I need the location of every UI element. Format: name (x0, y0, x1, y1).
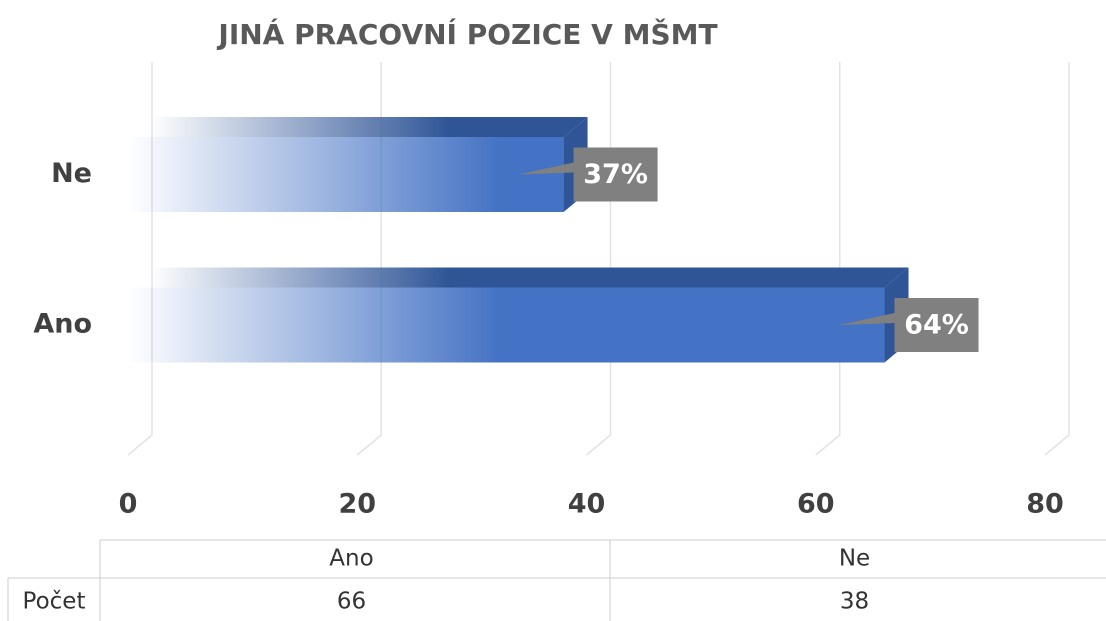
y-tick-label: Ano (33, 309, 92, 340)
data-label: 64% (904, 310, 969, 341)
label-pointer (839, 313, 895, 325)
x-tick-label: 20 (338, 489, 376, 520)
label-pointer (518, 162, 574, 175)
bar (128, 287, 885, 363)
table-cell: 38 (840, 589, 869, 615)
x-tick-label: 60 (797, 489, 835, 520)
table-header: Ne (839, 546, 870, 572)
x-tick-label: 80 (1026, 489, 1064, 520)
grid-line (1044, 62, 1070, 456)
bar (128, 137, 564, 212)
chart-title: JINÁ PRACOVNÍ POZICE V MŠMT (216, 17, 717, 51)
table-row-label: Počet (23, 589, 86, 615)
table-header: Ano (329, 546, 373, 572)
bar-top (128, 267, 909, 288)
data-label-box (894, 298, 979, 352)
grid-line (586, 62, 612, 456)
grid-line (815, 62, 841, 456)
y-tick-label: Ne (51, 158, 92, 189)
bar-top (128, 117, 588, 137)
table-cell: 66 (337, 589, 366, 615)
data-label-box (573, 147, 658, 202)
data-label: 37% (583, 159, 648, 190)
x-tick-label: 0 (119, 489, 138, 520)
x-tick-label: 40 (568, 489, 606, 520)
